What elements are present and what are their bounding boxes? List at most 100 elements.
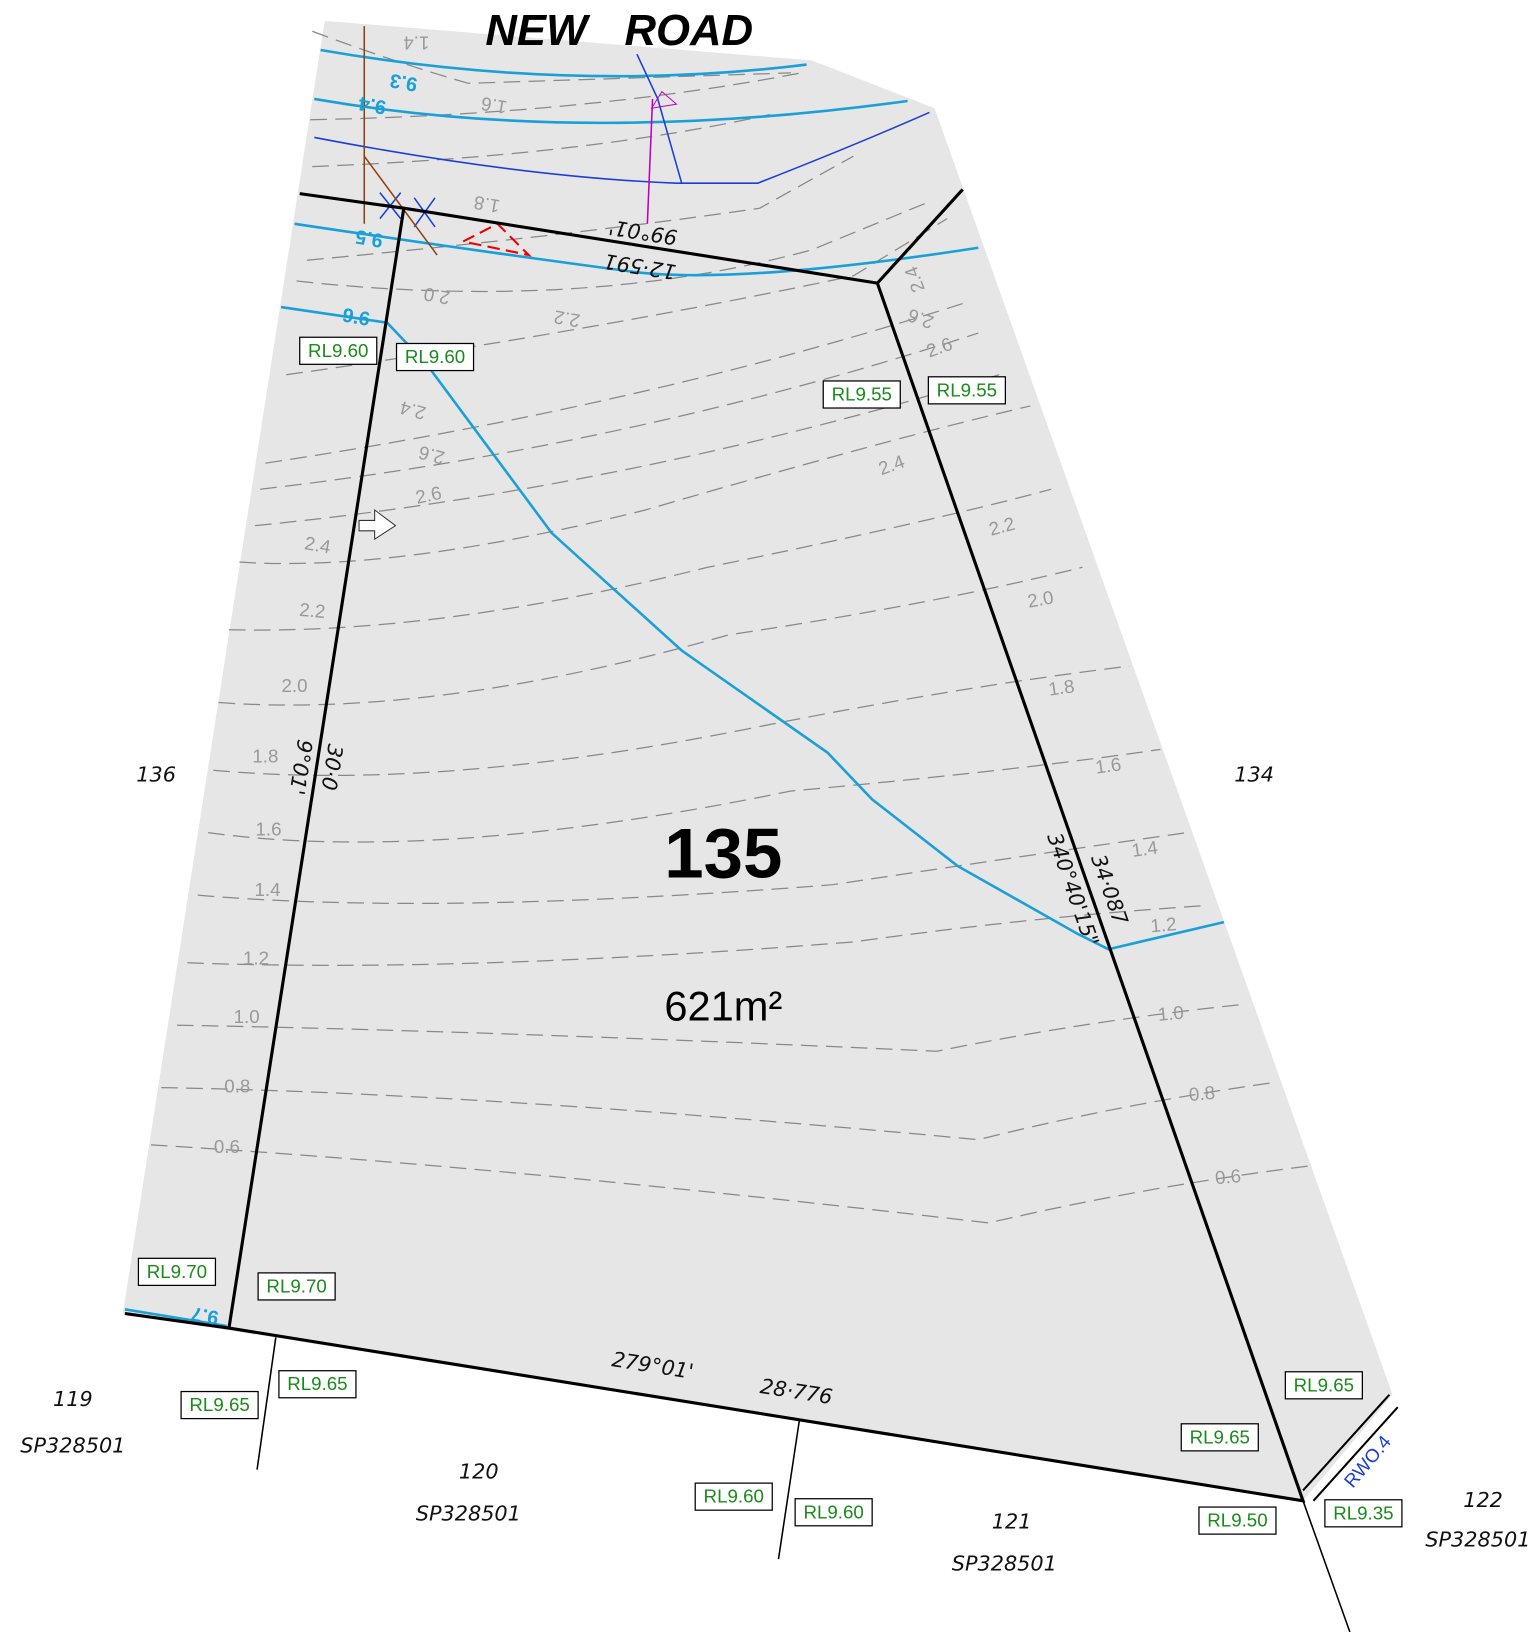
level-label: RL9.60 <box>803 1501 863 1522</box>
contour-label: 1.4 <box>254 879 280 900</box>
level-box <box>794 1498 873 1527</box>
level-box <box>180 1390 259 1420</box>
level-label: RL9.55 <box>832 383 892 404</box>
contour-label: 1.0 <box>234 1006 260 1027</box>
contour-label: 1.2 <box>1150 913 1178 936</box>
contour-line <box>150 1144 1312 1224</box>
level-box <box>395 342 475 372</box>
contour-label: 1.8 <box>1047 675 1076 699</box>
lot-number: 135 <box>664 813 782 892</box>
level-box <box>1198 1506 1277 1535</box>
contour-line <box>260 332 979 490</box>
contour-label: 0.6 <box>1214 1165 1242 1188</box>
contour-label: 1.4 <box>1130 837 1159 861</box>
level-label: RL9.70 <box>147 1261 207 1282</box>
contour-label: 0.8 <box>1188 1082 1216 1105</box>
contour-line <box>218 566 1083 706</box>
boundary <box>256 1337 1351 1632</box>
level-label: RL9.35 <box>1333 1502 1393 1523</box>
contour-label: 1.4 <box>403 33 429 54</box>
survey-mark <box>460 222 532 257</box>
contour-line <box>312 113 771 168</box>
level-box <box>1324 1499 1403 1528</box>
boundary <box>124 188 964 1330</box>
level-box <box>822 380 901 409</box>
water-line <box>124 1308 228 1328</box>
lot-label: 122 <box>1463 1488 1503 1512</box>
water-line <box>320 48 807 78</box>
level-box <box>694 1482 773 1511</box>
level-label: RL9.65 <box>1294 1374 1354 1395</box>
water-level-label: 9.3 <box>388 69 419 95</box>
lot-label: 134 <box>1234 762 1274 786</box>
plan-label: SP328501 <box>416 1501 521 1525</box>
contour-line <box>213 665 1130 777</box>
level-label: RL9.65 <box>189 1394 249 1415</box>
level-label: RL9.65 <box>1190 1426 1250 1447</box>
level-label: RL9.60 <box>405 346 465 367</box>
level-box <box>1284 1371 1363 1400</box>
contour-label: 2.4 <box>303 532 332 557</box>
level-box <box>1180 1423 1259 1452</box>
contour-label: 1.8 <box>252 746 278 767</box>
level-label: RL9.65 <box>287 1373 347 1394</box>
plan-label: SP328501 <box>1425 1527 1530 1551</box>
level-label: RL9.70 <box>266 1275 326 1296</box>
plan-label: SP328501 <box>20 1434 125 1458</box>
level-label: RL9.60 <box>308 340 368 361</box>
contour-line <box>312 30 791 84</box>
contour-line <box>197 832 1187 905</box>
contour-line <box>187 904 1208 966</box>
pit <box>650 90 678 109</box>
contour-line <box>265 301 969 464</box>
water-line <box>314 97 908 125</box>
drain-line <box>314 111 930 184</box>
stormwater-line <box>646 98 654 224</box>
level-box <box>257 1272 336 1301</box>
contour-label: 2.0 <box>422 284 451 309</box>
level-box <box>299 336 378 365</box>
outlet-pipe <box>1302 1393 1399 1502</box>
contour-label: 0.8 <box>224 1076 250 1097</box>
contour-line <box>254 374 1000 527</box>
water-lines <box>124 48 1225 1328</box>
contour-label: 1.8 <box>472 192 501 217</box>
contour-label: 2.0 <box>282 675 308 696</box>
lot-label: 119 <box>53 1387 93 1411</box>
plan-label: SP328501 <box>952 1551 1057 1575</box>
lot-label: 121 <box>992 1510 1032 1534</box>
level-label: RL9.60 <box>704 1486 764 1507</box>
sewer-line <box>363 26 438 256</box>
arrow <box>358 508 397 541</box>
road-name: NEW ROAD <box>485 6 753 55</box>
level-label: RL9.55 <box>937 379 997 400</box>
contour-label: 2.2 <box>552 306 581 331</box>
lot-area: 621m² <box>664 983 782 1030</box>
contour-label: 2.2 <box>298 599 326 622</box>
site-area <box>122 20 1393 1501</box>
contour-label: 1.6 <box>1094 753 1123 777</box>
contour-label: 1.6 <box>479 93 508 118</box>
neighbour-boundaries <box>256 1337 1399 1632</box>
contour-line <box>176 1003 1244 1052</box>
contour-label: 0.6 <box>214 1136 240 1157</box>
contour-label: 2.0 <box>1026 586 1055 611</box>
contour-label: 1.2 <box>243 948 269 969</box>
level-box <box>278 1370 357 1399</box>
lot-label: 136 <box>136 762 176 786</box>
level-box <box>137 1257 217 1287</box>
level-box <box>927 376 1006 405</box>
lot-label: 120 <box>459 1460 499 1484</box>
contour-line <box>310 72 802 121</box>
contour-label: 1.0 <box>1157 1002 1185 1025</box>
water-level-label: 9.7 <box>189 1302 220 1328</box>
contour-line <box>296 202 927 293</box>
water-level-label: 9.5 <box>354 225 385 251</box>
water-line <box>294 222 979 277</box>
contour-label: 1.6 <box>256 819 282 840</box>
contour-line <box>161 1081 1276 1141</box>
water-level-label: 9.4 <box>357 92 388 118</box>
level-label: RL9.50 <box>1207 1510 1267 1531</box>
water-level-label: 9.6 <box>341 305 372 331</box>
